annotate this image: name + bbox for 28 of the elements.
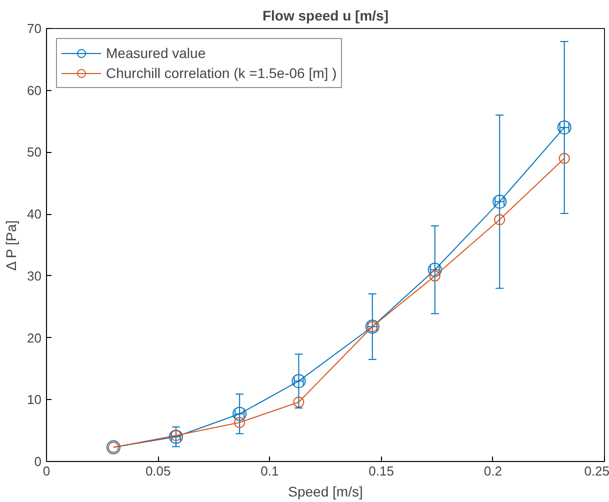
y-tick-label: 0 <box>34 454 42 469</box>
x-axis-title: Speed [m/s] <box>288 484 363 500</box>
y-tick-label: 70 <box>27 21 42 36</box>
point <box>232 406 247 421</box>
legend-label: Measured value <box>106 45 206 61</box>
point <box>292 374 306 388</box>
point <box>494 214 506 226</box>
point <box>492 194 507 209</box>
point <box>168 430 183 444</box>
x-tick-label: 0.15 <box>368 464 394 478</box>
point <box>428 262 442 277</box>
point <box>557 120 572 134</box>
x-tick-label: 0.05 <box>145 464 171 478</box>
point <box>558 152 570 164</box>
point <box>293 396 304 408</box>
chart-title: Flow speed u [m/s] <box>262 8 389 24</box>
y-tick-label: 20 <box>27 330 42 346</box>
x-tick-label: 0.1 <box>260 464 279 478</box>
y-axis-title: Δ P [Pa] <box>3 220 20 271</box>
x-tick-label: 0.2 <box>484 464 502 478</box>
legend-label: Churchill correlation (k =1.5e-06 [m] ) <box>106 65 337 81</box>
y-tick-label: 60 <box>27 82 42 98</box>
y-tick-label: 50 <box>27 144 42 160</box>
point <box>234 417 246 428</box>
y-tick-label: 40 <box>27 206 42 222</box>
x-tick-label: 0.25 <box>584 464 609 478</box>
y-tick-label: 10 <box>27 392 42 408</box>
y-tick-label: 30 <box>27 268 42 284</box>
